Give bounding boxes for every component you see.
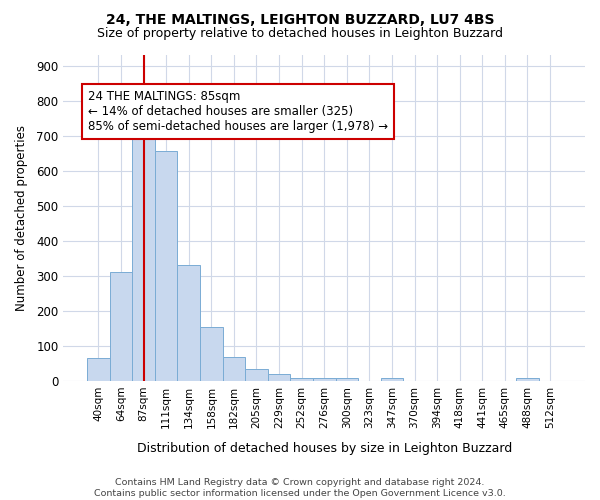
- Text: Contains HM Land Registry data © Crown copyright and database right 2024.
Contai: Contains HM Land Registry data © Crown c…: [94, 478, 506, 498]
- Bar: [178, 266, 200, 381]
- Bar: [290, 378, 313, 381]
- Bar: [245, 369, 268, 381]
- Y-axis label: Number of detached properties: Number of detached properties: [15, 125, 28, 311]
- Bar: [313, 378, 335, 381]
- Bar: [223, 358, 245, 381]
- Bar: [335, 378, 358, 381]
- Bar: [155, 152, 178, 381]
- Bar: [133, 139, 155, 381]
- Bar: [110, 272, 133, 381]
- Bar: [380, 378, 403, 381]
- Bar: [516, 378, 539, 381]
- Bar: [268, 374, 290, 381]
- Bar: [200, 327, 223, 381]
- Bar: [87, 358, 110, 381]
- Text: Size of property relative to detached houses in Leighton Buzzard: Size of property relative to detached ho…: [97, 28, 503, 40]
- X-axis label: Distribution of detached houses by size in Leighton Buzzard: Distribution of detached houses by size …: [137, 442, 512, 455]
- Text: 24, THE MALTINGS, LEIGHTON BUZZARD, LU7 4BS: 24, THE MALTINGS, LEIGHTON BUZZARD, LU7 …: [106, 12, 494, 26]
- Text: 24 THE MALTINGS: 85sqm
← 14% of detached houses are smaller (325)
85% of semi-de: 24 THE MALTINGS: 85sqm ← 14% of detached…: [88, 90, 388, 133]
